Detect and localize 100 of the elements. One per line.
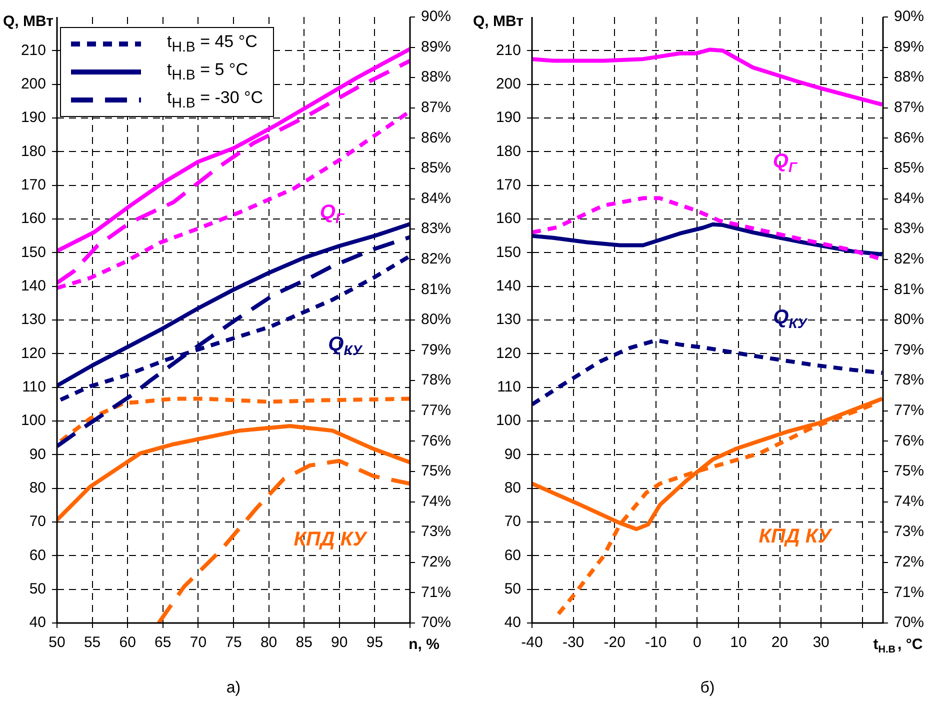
y2-tick-label: 87%	[421, 99, 452, 116]
x-tick-label: 50	[48, 634, 66, 652]
y-tick-label: 180	[496, 142, 521, 160]
y2-tick-label: 84%	[894, 190, 924, 207]
y-tick-label: 150	[20, 244, 46, 261]
y2-tick-label: 85%	[894, 160, 924, 177]
y-tick-label: 210	[496, 42, 521, 59]
x-tick-label: 80	[260, 634, 278, 652]
line-series	[156, 458, 410, 623]
y2-tick-label: 79%	[421, 341, 452, 358]
y2-tick-label: 90%	[421, 8, 452, 26]
y2-tick-label: 90%	[894, 8, 924, 26]
y-tick-label: 150	[496, 244, 521, 261]
x-tick-label: 95	[366, 634, 384, 652]
x-tick-label: 0	[693, 634, 702, 652]
y2-tick-label: 72%	[894, 554, 924, 571]
y-tick-label: 80	[29, 479, 46, 496]
y2-tick-label: 74%	[421, 492, 452, 510]
y-tick-label: 140	[20, 277, 46, 294]
x-tick-label: -20	[604, 634, 626, 652]
x-tick-label: 65	[154, 634, 172, 652]
y-tick-label: 170	[20, 176, 46, 194]
y2-tick-label: 77%	[421, 402, 452, 420]
annotation: КПД КУ	[758, 526, 833, 548]
y-tick-label: 40	[29, 614, 46, 632]
y-tick-label: 200	[496, 75, 521, 92]
y-tick-label: 100	[20, 412, 46, 430]
y-tick-label: 90	[504, 446, 521, 463]
x-tick-label: -40	[521, 634, 543, 652]
line-series	[57, 235, 410, 448]
annotation: КПД КУ	[294, 528, 368, 551]
y2-tick-label: 81%	[421, 280, 452, 298]
y2-tick-label: 74%	[894, 492, 924, 510]
x-tick-label: -30	[562, 634, 584, 652]
line-series	[532, 338, 883, 407]
y-tick-label: 130	[20, 311, 46, 328]
y-tick-label: 120	[20, 344, 46, 362]
y2-tick-label: 76%	[894, 432, 924, 450]
y2-tick-label: 71%	[421, 584, 452, 601]
y2-tick-label: 78%	[894, 372, 924, 389]
y2-tick-label: 81%	[894, 280, 924, 298]
y-tick-label: 50	[29, 580, 46, 598]
x-tick-label: 10	[730, 634, 747, 652]
y2-tick-label: 70%	[421, 614, 452, 632]
y2-tick-label: 86%	[894, 129, 924, 146]
y2-tick-label: 87%	[894, 99, 924, 116]
legend-label: t$_{Н.В}$ = -30 °C	[167, 88, 264, 112]
y2-tick-label: 83%	[421, 220, 452, 238]
y-tick-label: 80	[504, 479, 521, 496]
y-tick-label: 90	[29, 446, 46, 463]
x-tick-label: 70	[190, 634, 207, 652]
y-tick-label: 60	[29, 546, 46, 564]
y2-tick-label: 89%	[421, 38, 452, 56]
y2-tick-label: 73%	[894, 523, 924, 540]
y-tick-label: 180	[20, 142, 46, 160]
y-tick-label: 210	[20, 42, 46, 59]
y2-tick-label: 83%	[894, 220, 924, 238]
y2-tick-label: 75%	[894, 462, 924, 480]
y2-tick-label: 82%	[421, 250, 452, 268]
y2-tick-label: 80%	[894, 311, 924, 328]
y2-tick-label: 89%	[894, 38, 924, 56]
y2-tick-label: 88%	[894, 68, 924, 86]
x-tick-label: 30	[812, 634, 830, 652]
y-tick-label: 170	[496, 176, 521, 194]
y-tick-label: 120	[496, 344, 521, 362]
y2-tick-label: 70%	[894, 614, 924, 632]
y-tick-label: 110	[497, 378, 521, 396]
y2-tick-label: 80%	[421, 311, 452, 328]
y-tick-label: 50	[504, 580, 521, 598]
text: б)	[700, 679, 715, 696]
y-tick-label: 60	[504, 546, 521, 564]
y2-tick-label: 85%	[421, 160, 452, 177]
y2-tick-label: 79%	[894, 341, 924, 358]
y2-tick-label: 84%	[421, 190, 452, 207]
y-tick-label: 70	[29, 513, 46, 530]
y-axis-title: Q, МВт	[473, 13, 524, 30]
y-tick-label: 200	[20, 75, 46, 92]
y2-tick-label: 73%	[421, 523, 452, 540]
y-tick-label: 110	[22, 378, 46, 396]
text: а)	[226, 679, 241, 696]
y-tick-label: 130	[496, 311, 521, 328]
x-tick-label: -10	[645, 634, 667, 652]
x-axis-title: n, %	[408, 636, 440, 654]
y-tick-label: 190	[20, 109, 46, 126]
y2-tick-label: 75%	[421, 462, 452, 480]
x-tick-label: 60	[119, 634, 136, 652]
x-tick-label: 20	[771, 634, 788, 652]
y-tick-label: 160	[20, 210, 46, 228]
y2-tick-label: 76%	[421, 432, 452, 450]
y-tick-label: 70	[504, 513, 521, 530]
y-tick-label: 190	[496, 109, 521, 126]
line-series	[58, 396, 410, 444]
y-tick-label: 140	[496, 277, 521, 294]
y2-tick-label: 88%	[421, 68, 452, 86]
y-tick-label: 100	[496, 412, 521, 430]
x-tick-label: 90	[331, 634, 348, 652]
y2-tick-label: 82%	[894, 250, 924, 268]
y2-tick-label: 72%	[421, 554, 452, 571]
y2-tick-label: 71%	[894, 584, 924, 601]
x-tick-label: 75	[225, 634, 242, 652]
